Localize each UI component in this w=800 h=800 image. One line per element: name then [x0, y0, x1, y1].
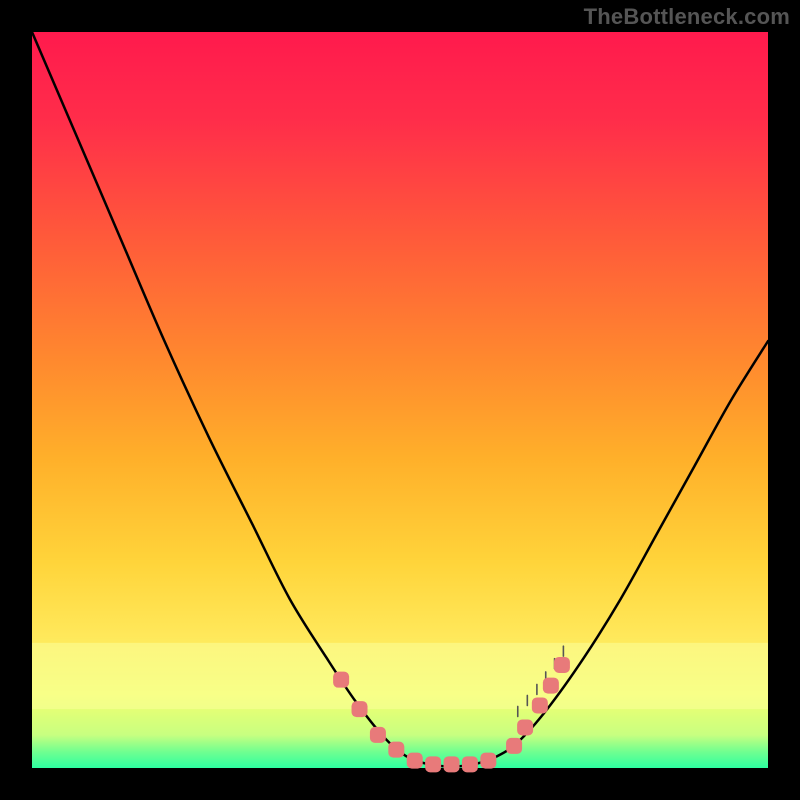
data-marker — [370, 727, 386, 743]
data-marker — [480, 753, 496, 769]
data-marker — [532, 697, 548, 713]
watermark-text: TheBottleneck.com — [584, 4, 790, 30]
data-marker — [517, 720, 533, 736]
data-marker — [506, 738, 522, 754]
data-marker — [444, 756, 460, 772]
data-marker — [388, 742, 404, 758]
bottleneck-chart — [0, 0, 800, 800]
data-marker — [333, 672, 349, 688]
data-marker — [425, 756, 441, 772]
chart-container: TheBottleneck.com — [0, 0, 800, 800]
highlight-band — [32, 643, 768, 709]
data-marker — [554, 657, 570, 673]
data-marker — [407, 753, 423, 769]
data-marker — [462, 756, 478, 772]
data-marker — [352, 701, 368, 717]
data-marker — [543, 678, 559, 694]
